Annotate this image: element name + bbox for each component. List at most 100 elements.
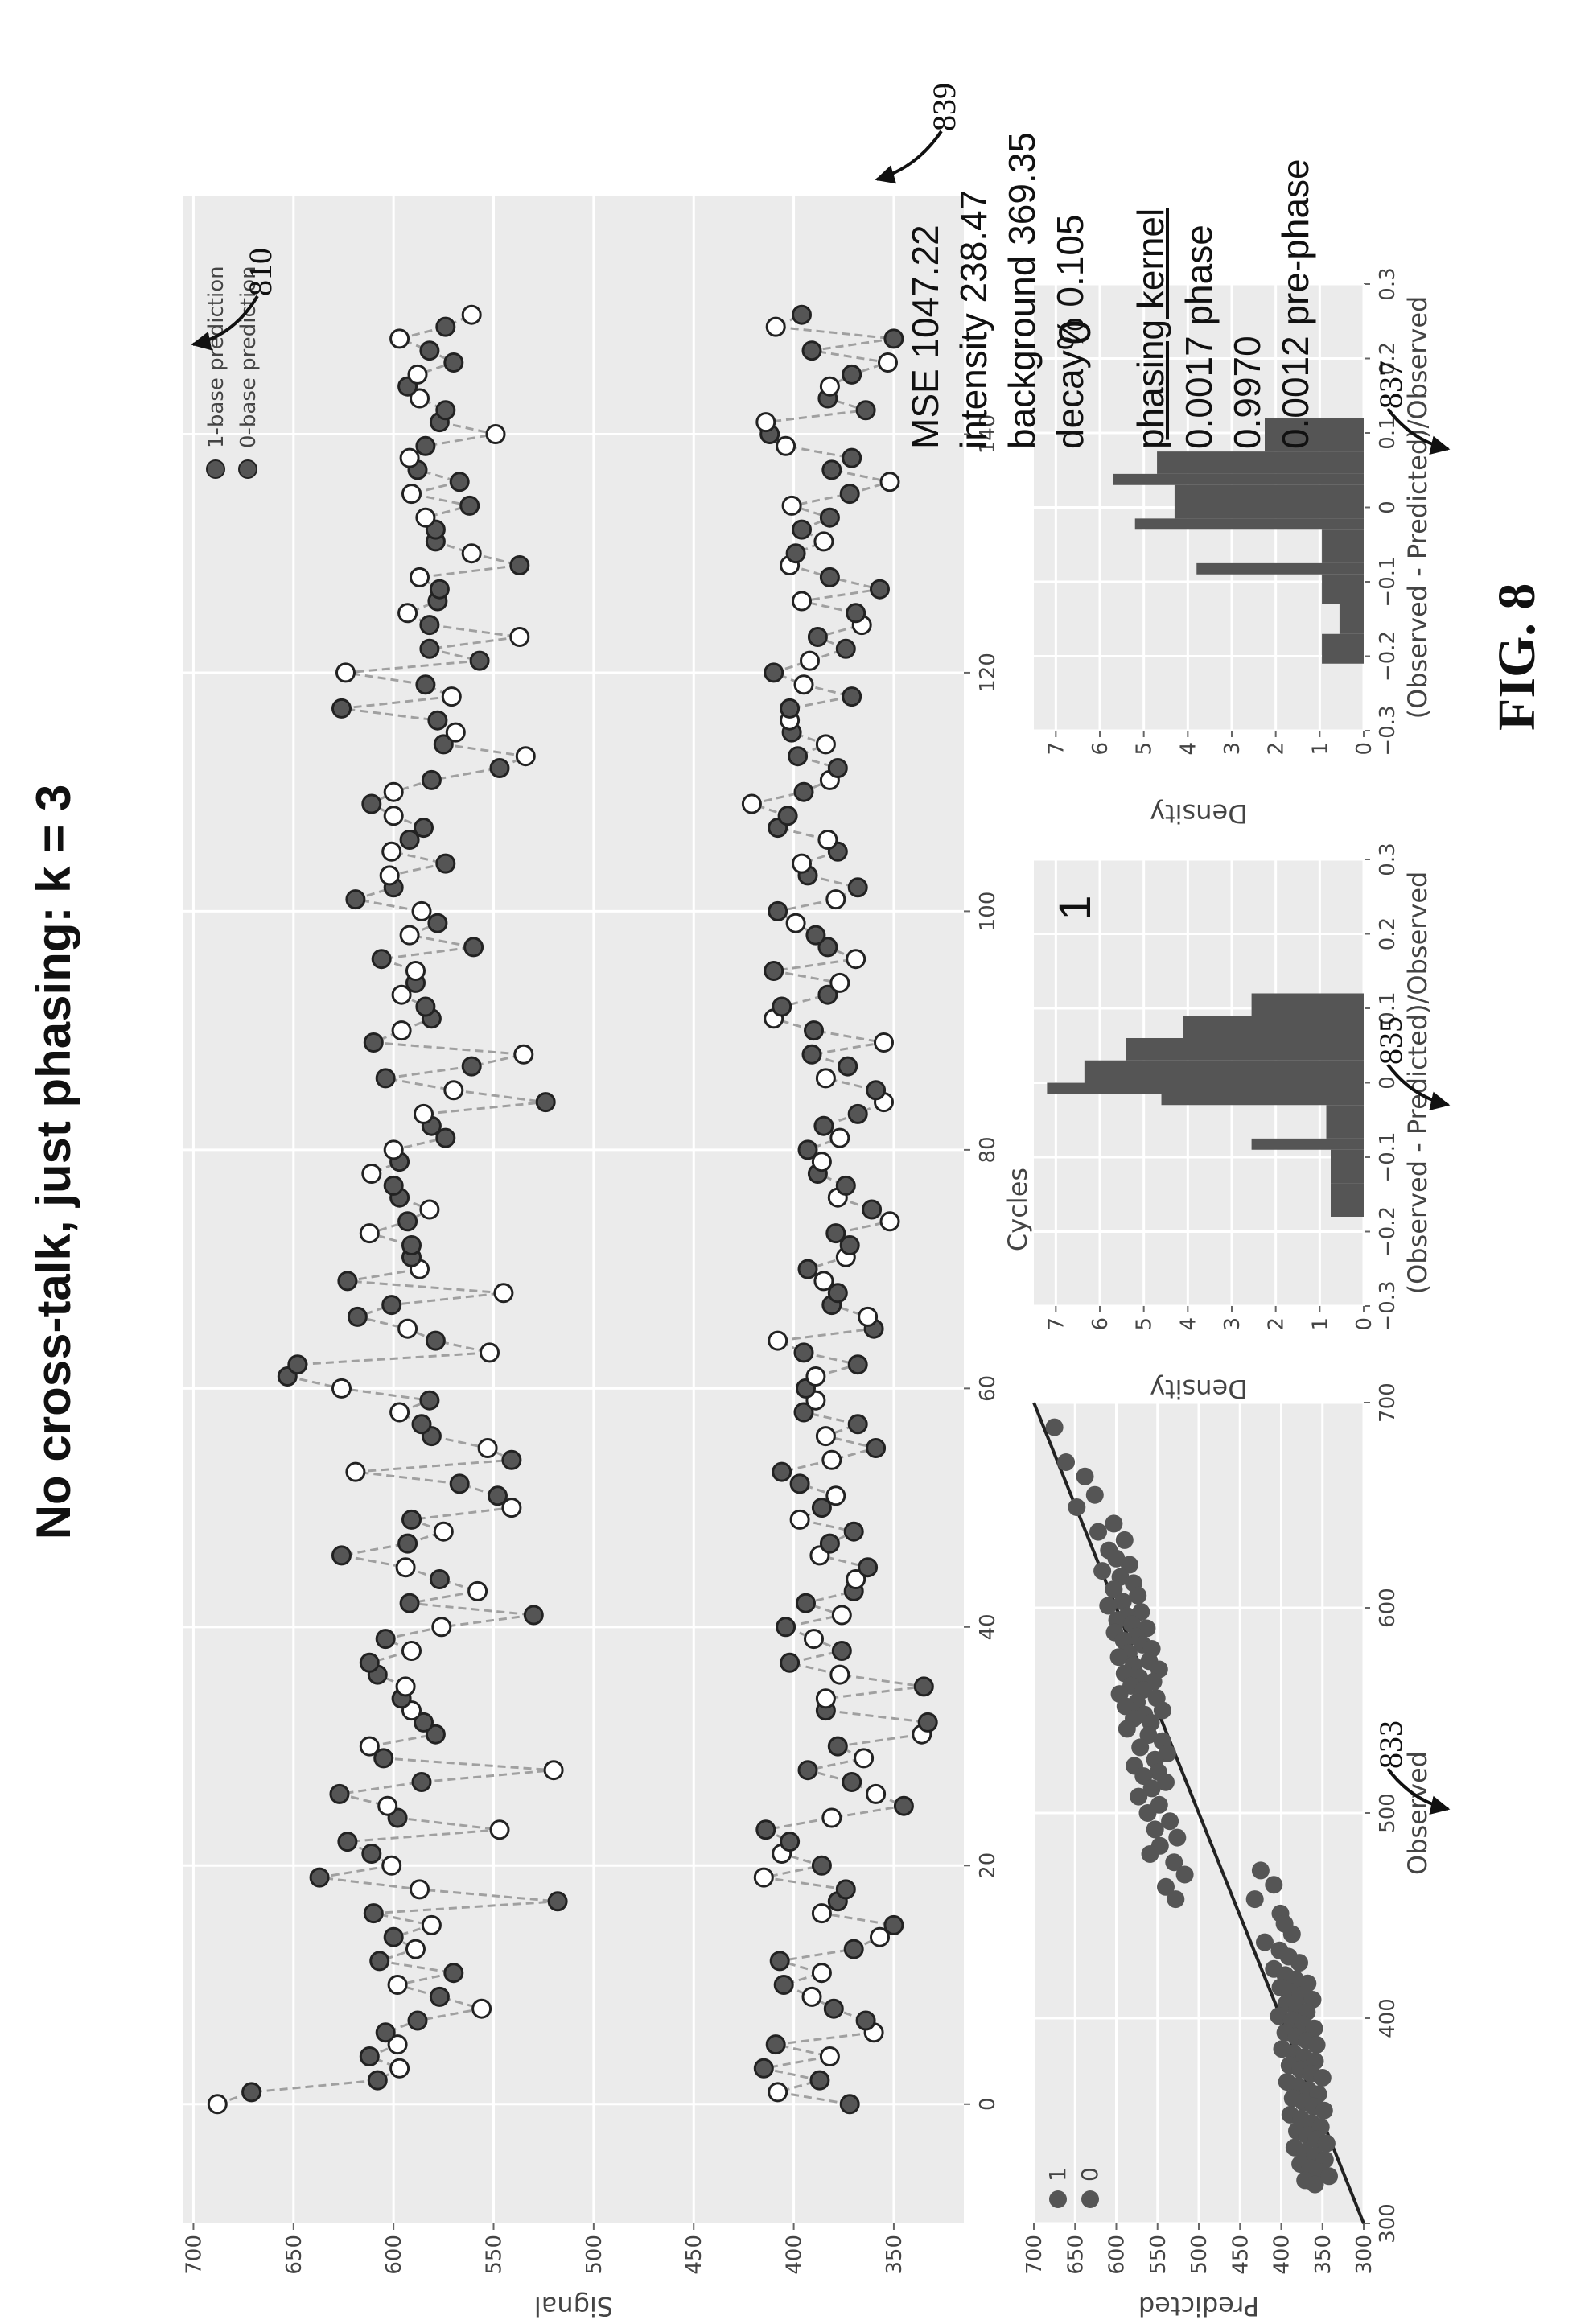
obs-pred-point xyxy=(1068,1498,1086,1516)
lower-point xyxy=(789,1509,810,1530)
lower-point xyxy=(793,781,814,802)
lower-point xyxy=(792,304,812,325)
obs-pred-point xyxy=(1146,1820,1164,1839)
upper-point xyxy=(337,1271,358,1292)
upper-point xyxy=(389,1402,410,1423)
stat-mse: MSE 1047.22 xyxy=(904,225,946,449)
lower-point xyxy=(804,1020,824,1041)
lower-point xyxy=(772,996,792,1017)
hist-0-y-tick-label: 3 xyxy=(1220,742,1245,756)
obs-pred-point xyxy=(1290,1954,1308,1972)
lower-point xyxy=(893,1795,914,1816)
obs-pred-x-tick-label: 500 xyxy=(1376,1793,1400,1833)
lower-point xyxy=(776,435,796,456)
lower-point xyxy=(785,913,806,933)
lower-point xyxy=(809,2070,830,2091)
upper-point xyxy=(381,1855,402,1876)
upper-point xyxy=(449,1473,470,1494)
legend-marker xyxy=(1081,2190,1099,2208)
upper-point xyxy=(463,937,484,958)
upper-point xyxy=(399,1593,420,1613)
arrow-837 xyxy=(1386,407,1451,455)
upper-point xyxy=(488,1485,508,1506)
hist-1-corner-label: 1 xyxy=(1049,895,1100,920)
stat-decay: decay% 0.105 xyxy=(1049,214,1091,449)
lower-point xyxy=(792,853,812,874)
lower-point xyxy=(843,1939,864,1959)
obs-pred-point xyxy=(1142,1779,1161,1798)
lower-point xyxy=(835,1175,856,1196)
lower-point xyxy=(831,1641,852,1661)
lower-point xyxy=(764,961,784,981)
obs-pred-point xyxy=(1089,1523,1107,1541)
upper-point xyxy=(361,793,382,814)
upper-point xyxy=(389,2058,410,2079)
lower-point xyxy=(805,1366,826,1387)
hist-1-x-tick-label: −0.2 xyxy=(1376,1206,1400,1257)
lower-point xyxy=(801,340,822,361)
lower-point xyxy=(831,1605,852,1626)
signal-y-axis-label: Signal xyxy=(534,2291,613,2322)
lower-point xyxy=(846,603,866,624)
lower-point xyxy=(821,459,842,480)
signal-y-tick-label: 600 xyxy=(382,2235,406,2275)
hist-0-y-tick-label: 7 xyxy=(1044,742,1068,756)
lower-point xyxy=(879,472,900,492)
hist-1-y-tick-label: 7 xyxy=(1044,1317,1068,1331)
hist-1-x-tick-label: −0.3 xyxy=(1376,1280,1400,1331)
upper-point xyxy=(429,1569,450,1589)
lower-point xyxy=(835,638,856,659)
obs-pred-point xyxy=(1118,1720,1136,1738)
hist-0-bar xyxy=(1322,529,1364,563)
upper-point xyxy=(543,1760,564,1781)
upper-point xyxy=(361,1164,382,1184)
upper-point xyxy=(397,1318,418,1339)
lower-point xyxy=(870,579,890,600)
obs-pred-point xyxy=(1306,2175,1324,2194)
signal-y-tick-label: 550 xyxy=(483,2235,507,2275)
lower-point xyxy=(753,2058,774,2079)
upper-point xyxy=(391,984,412,1005)
lower-point xyxy=(917,1712,938,1733)
upper-point xyxy=(415,674,436,695)
lower-point xyxy=(793,674,814,695)
upper-point xyxy=(359,1652,380,1673)
upper-point xyxy=(359,2046,380,2066)
upper-point xyxy=(391,1020,412,1041)
upper-point xyxy=(461,304,482,325)
signal-x-tick-label: 120 xyxy=(976,653,1000,693)
upper-point xyxy=(363,1903,384,1924)
hist-1-y-axis-label: Density xyxy=(1150,1374,1248,1404)
hist-0-bar xyxy=(1265,418,1364,452)
upper-point xyxy=(485,424,506,444)
lower-point xyxy=(847,1414,868,1435)
upper-point xyxy=(461,543,482,564)
lower-point xyxy=(811,1855,832,1876)
upper-point xyxy=(383,806,404,826)
hist-0-x-tick-label: −0.1 xyxy=(1376,556,1400,607)
obs-pred-point xyxy=(1105,1514,1123,1533)
upper-point xyxy=(467,1580,488,1601)
arrow-835 xyxy=(1386,1063,1451,1111)
obs-pred-y-tick-label: 700 xyxy=(1023,2235,1047,2275)
upper-point xyxy=(331,1545,352,1566)
upper-point xyxy=(345,889,366,910)
upper-point xyxy=(379,865,400,886)
upper-point xyxy=(383,1139,404,1160)
upper-point xyxy=(401,484,422,505)
obs-pred-x-tick-label: 400 xyxy=(1376,1998,1400,2038)
obs-pred-point xyxy=(1157,1877,1175,1896)
lower-point xyxy=(773,1975,794,1995)
upper-point xyxy=(480,1342,500,1363)
upper-point xyxy=(489,758,510,778)
lower-point xyxy=(741,793,762,814)
upper-point xyxy=(425,1330,446,1351)
upper-point xyxy=(359,1223,380,1244)
upper-point xyxy=(401,1641,422,1661)
upper-point xyxy=(435,853,456,874)
upper-point xyxy=(361,1844,382,1864)
hist-1-bar xyxy=(1251,993,1364,1016)
lower-point xyxy=(785,543,806,564)
upper-point xyxy=(399,925,420,946)
